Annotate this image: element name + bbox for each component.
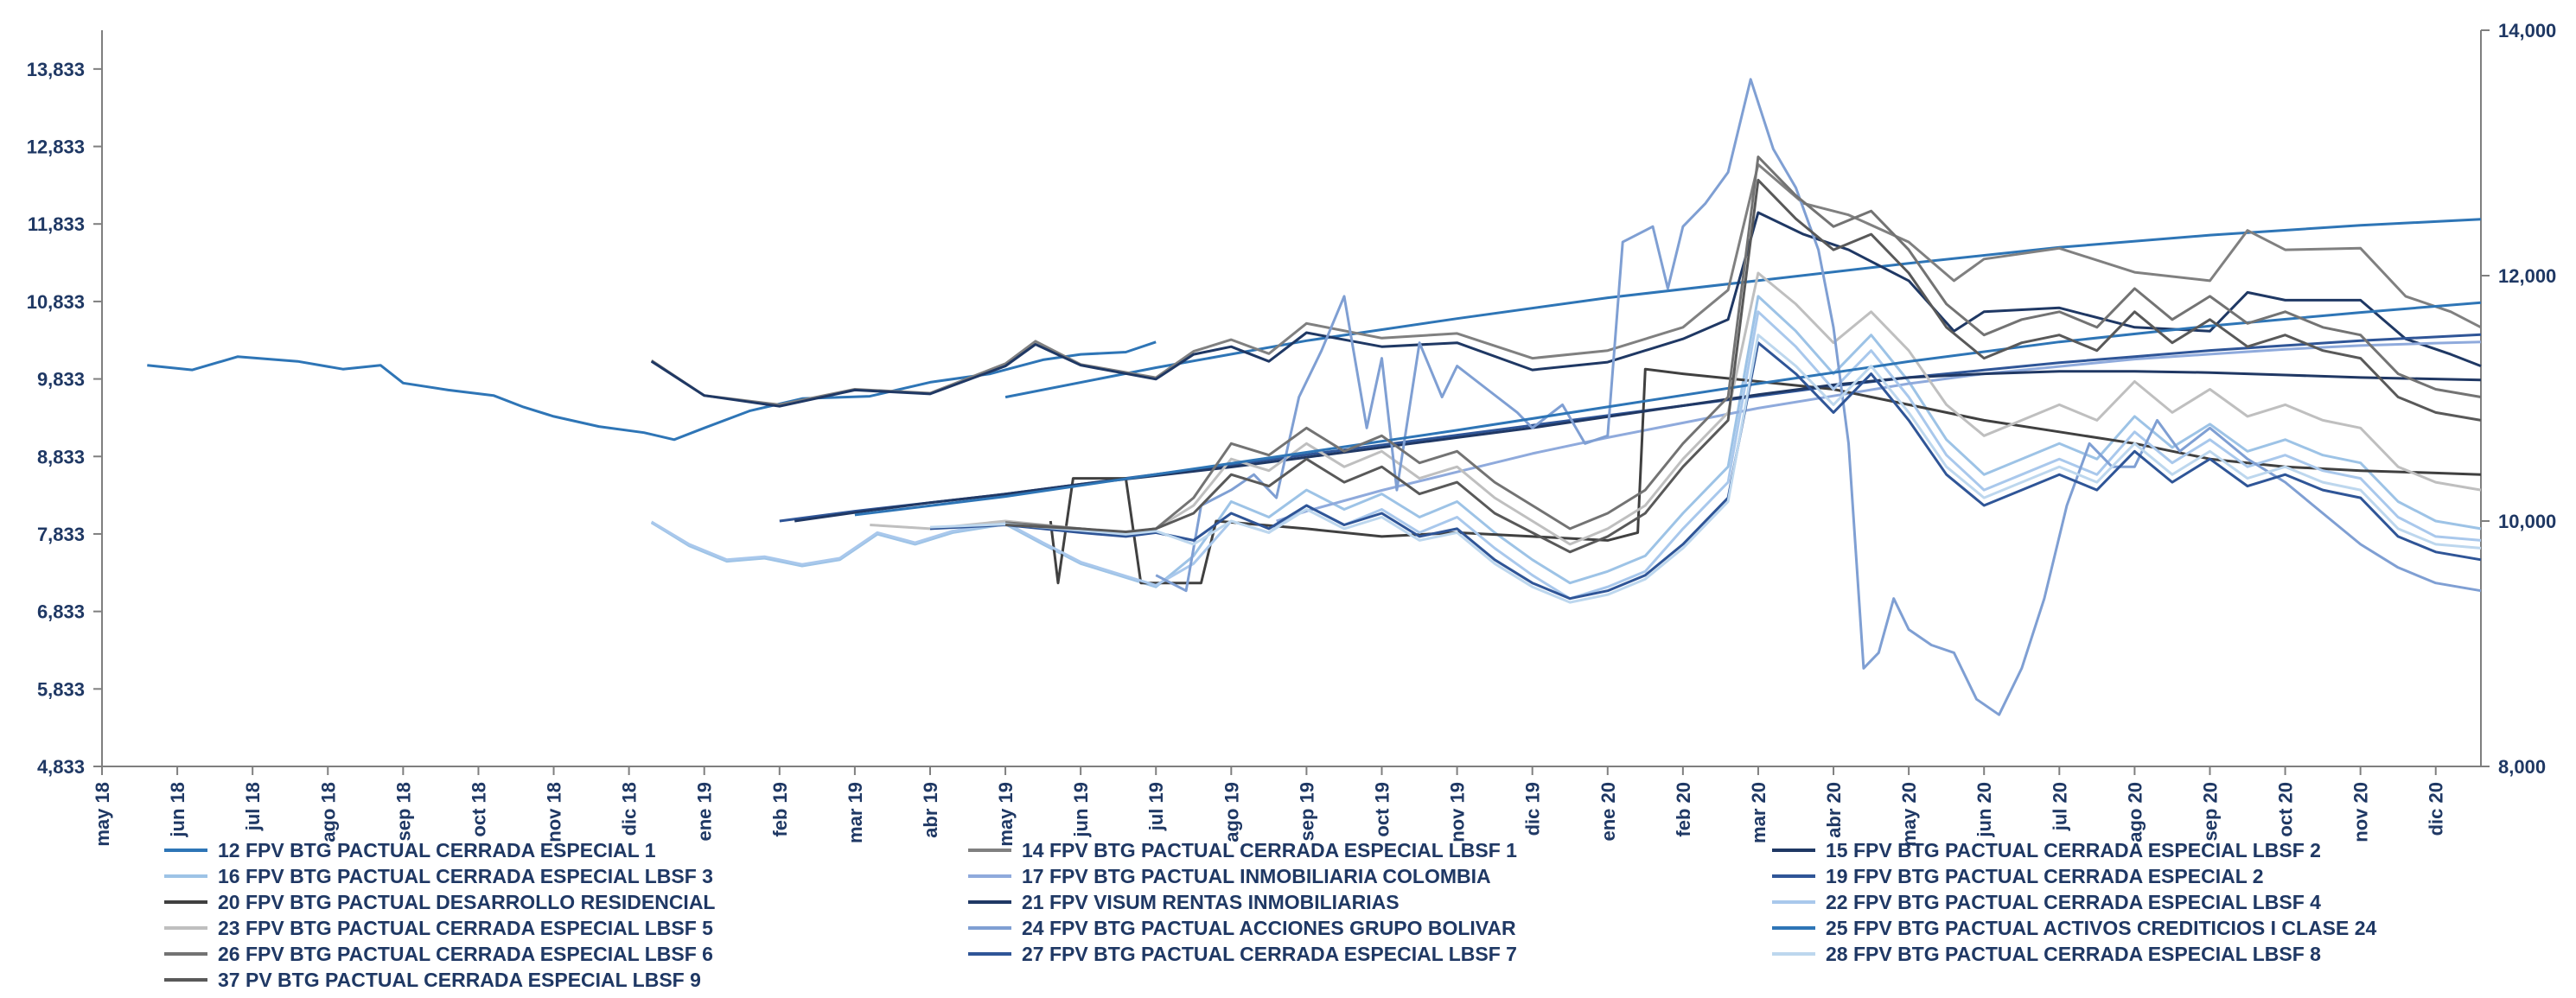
- x-tick-label: dic 20: [2426, 782, 2447, 836]
- x-tick-label: feb 20: [1673, 782, 1694, 837]
- left-y-ticks: 4,833 5,833 6,833 7,833 8,833 9,833 10,833 11,8…: [27, 59, 102, 778]
- x-tick-label: may 18: [92, 782, 113, 847]
- x-tick-label: dic 18: [619, 782, 641, 836]
- legend-label: 24 FPV BTG PACTUAL ACCIONES GRUPO BOLIVA…: [1022, 917, 1516, 939]
- x-tick-label: jun 19: [1070, 782, 1092, 838]
- left-tick-label: 4,833: [37, 756, 85, 778]
- x-tick-label: oct 18: [468, 782, 489, 837]
- series-line: [1049, 367, 2482, 585]
- legend-label: 21 FPV VISUM RENTAS INMOBILIARIAS: [1022, 891, 1400, 913]
- left-tick-label: 7,833: [37, 524, 85, 545]
- legend-label: 23 FPV BTG PACTUAL CERRADA ESPECIAL LBSF…: [218, 917, 713, 939]
- legend: 12 FPV BTG PACTUAL CERRADA ESPECIAL 1 14 …: [164, 839, 2376, 991]
- x-tick-label: sep 18: [392, 782, 414, 842]
- left-tick-label: 6,833: [37, 601, 85, 623]
- x-tick-label: ago 18: [317, 782, 339, 842]
- series-line: [1155, 78, 2482, 716]
- series-line: [929, 334, 2482, 604]
- legend-label: 15 FPV BTG PACTUAL CERRADA ESPECIAL LBSF…: [1826, 839, 2321, 861]
- x-tick-label: nov 20: [2350, 782, 2372, 842]
- x-tick-label: jul 18: [242, 782, 264, 831]
- series-line: [1005, 178, 2482, 554]
- legend-label: 14 FPV BTG PACTUAL CERRADA ESPECIAL LBSF…: [1022, 839, 1517, 861]
- x-tick-label: oct 20: [2275, 782, 2297, 837]
- series-line: [870, 271, 2482, 546]
- x-tick-label: nov 19: [1447, 782, 1469, 842]
- x-tick-label: jun 18: [167, 782, 188, 838]
- x-tick-label: dic 19: [1522, 782, 1544, 836]
- right-y-ticks: 8,000 10,000 12,000 14,000: [2481, 20, 2556, 778]
- series-lines: [147, 78, 2482, 716]
- x-tick-label: mar 20: [1748, 782, 1769, 843]
- series-line: [854, 301, 2482, 517]
- x-tick-label: sep 19: [1296, 782, 1317, 842]
- x-tick-label: jul 19: [1145, 782, 1167, 831]
- left-tick-label: 9,833: [37, 369, 85, 391]
- legend-label: 22 FPV BTG PACTUAL CERRADA ESPECIAL LBSF…: [1826, 891, 2321, 913]
- legend-label: 27 FPV BTG PACTUAL CERRADA ESPECIAL LBSF…: [1022, 943, 1517, 965]
- legend-label: 12 FPV BTG PACTUAL CERRADA ESPECIAL 1: [218, 839, 656, 861]
- x-tick-label: abr 20: [1823, 782, 1845, 838]
- series-line: [1276, 340, 2482, 523]
- right-tick-label: 14,000: [2498, 20, 2556, 41]
- x-tick-label: may 19: [995, 782, 1017, 847]
- legend-label: 25 FPV BTG PACTUAL ACTIVOS CREDITICIOS I…: [1826, 917, 2376, 939]
- legend-label: 19 FPV BTG PACTUAL CERRADA ESPECIAL 2: [1826, 865, 2264, 887]
- x-tick-label: sep 20: [2199, 782, 2221, 842]
- right-tick-label: 12,000: [2498, 265, 2556, 287]
- left-tick-label: 13,833: [27, 59, 85, 80]
- series-line: [650, 295, 2482, 588]
- legend-label: 20 FPV BTG PACTUAL DESARROLLO RESIDENCIA…: [218, 891, 715, 913]
- legend-label: 28 FPV BTG PACTUAL CERRADA ESPECIAL LBSF…: [1826, 943, 2321, 965]
- legend-label: 26 FPV BTG PACTUAL CERRADA ESPECIAL LBSF…: [218, 943, 713, 965]
- legend-label: 17 FPV BTG PACTUAL INMOBILIARIA COLOMBIA: [1022, 865, 1491, 887]
- axes: [101, 30, 2482, 767]
- x-tick-label: jun 20: [1973, 782, 1995, 838]
- right-tick-label: 10,000: [2498, 511, 2556, 532]
- x-tick-label: mar 19: [845, 782, 866, 843]
- left-tick-label: 10,833: [27, 291, 85, 313]
- x-tick-label: ago 19: [1221, 782, 1242, 842]
- legend-label: 16 FPV BTG PACTUAL CERRADA ESPECIAL LBSF…: [218, 865, 713, 887]
- series-line: [650, 211, 2482, 408]
- series-line: [650, 162, 2482, 406]
- x-tick-label: feb 19: [769, 782, 791, 837]
- x-tick-label: ene 19: [694, 782, 716, 842]
- x-tick-label: abr 19: [920, 782, 941, 838]
- x-tick-label: oct 19: [1372, 782, 1393, 837]
- left-tick-label: 12,833: [27, 137, 85, 158]
- series-line: [929, 341, 2482, 601]
- x-tick-label: nov 18: [544, 782, 565, 842]
- legend-label: 37 PV BTG PACTUAL CERRADA ESPECIAL LBSF …: [218, 969, 701, 991]
- series-line: [1004, 156, 2482, 534]
- series-line: [794, 370, 2482, 523]
- left-tick-label: 8,833: [37, 446, 85, 467]
- right-tick-label: 8,000: [2498, 756, 2546, 778]
- series-line: [147, 340, 1157, 442]
- x-tick-label: jul 20: [2049, 782, 2070, 831]
- x-tick-label: may 20: [1898, 782, 1920, 847]
- left-tick-label: 5,833: [37, 678, 85, 700]
- x-tick-label: ago 20: [2124, 782, 2146, 842]
- x-ticks: may 18 jun 18 jul 18 ago 18 sep 18 oct 18 nov …: [92, 766, 2447, 847]
- x-tick-label: ene 20: [1597, 782, 1619, 842]
- left-tick-label: 11,833: [28, 213, 85, 235]
